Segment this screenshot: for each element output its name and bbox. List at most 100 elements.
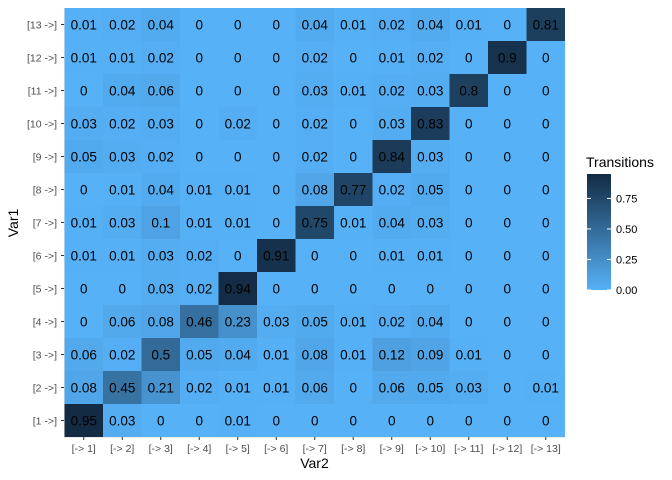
heatmap-cell	[64, 107, 103, 140]
heatmap-cell	[411, 371, 450, 404]
heatmap-cell	[103, 173, 142, 206]
cell-value-label: 0	[272, 414, 280, 429]
cell-value-label: 0	[465, 150, 473, 165]
cell-value-label: 0	[80, 84, 88, 99]
heatmap-cell	[411, 239, 450, 272]
heatmap-cell	[372, 173, 411, 206]
heatmap-cell	[64, 74, 103, 107]
heatmap-cell	[488, 371, 527, 404]
heatmap-cell	[526, 239, 565, 272]
cell-value-label: 0.8	[459, 84, 478, 99]
cell-value-label: 0	[542, 282, 550, 297]
heatmap-cell	[411, 41, 450, 74]
heatmap-cell	[218, 41, 257, 74]
heatmap-cell	[218, 173, 257, 206]
cell-value-label: 0	[542, 150, 550, 165]
cell-value-label: 0	[542, 249, 550, 264]
cell-value-label: 0	[465, 51, 473, 66]
heatmap-cell	[295, 41, 334, 74]
cell-value-label: 0	[234, 18, 242, 33]
cell-value-label: 0	[542, 315, 550, 330]
x-tick-label: [-> 6]	[264, 443, 288, 455]
heatmap-cell	[526, 404, 565, 437]
cell-value-label: 0	[195, 84, 203, 99]
cell-value-label: 0.02	[148, 51, 174, 66]
heatmap-cell	[103, 272, 142, 305]
y-axis-ticks: [1 ->] [2 ->] [3 ->] [4 ->] [5 ->] [6 ->] [7 -…	[27, 20, 64, 428]
cell-value-label: 0.04	[148, 18, 175, 33]
heatmap-cell	[257, 74, 296, 107]
y-tick-label: [12 ->]	[27, 53, 57, 65]
cell-value-label: 0.03	[109, 414, 135, 429]
cell-value-label: 0.84	[379, 150, 406, 165]
heatmap-cell	[141, 338, 180, 371]
heatmap-cell	[295, 305, 334, 338]
x-tick-label: [-> 1]	[72, 443, 96, 455]
cell-value-label: 0.08	[302, 348, 328, 363]
heatmap-cell	[526, 305, 565, 338]
cell-value-label: 0	[195, 150, 203, 165]
heatmap-cell	[218, 305, 257, 338]
cell-value-label: 0.03	[417, 216, 443, 231]
heatmap-cell	[411, 173, 450, 206]
heatmap-cell	[103, 140, 142, 173]
heatmap-cell	[526, 107, 565, 140]
cell-value-label: 0.06	[71, 348, 97, 363]
cell-value-label: 0.01	[109, 249, 135, 264]
cell-value-label: 0.04	[417, 18, 444, 33]
heatmap-cell	[372, 74, 411, 107]
heatmap-cell	[449, 206, 488, 239]
heatmap-cell	[180, 206, 219, 239]
cell-value-label: 0.75	[302, 216, 328, 231]
y-tick-label: [9 ->]	[33, 152, 57, 164]
cell-value-label: 0	[542, 414, 550, 429]
cell-value-label: 0	[272, 84, 280, 99]
y-tick-label: [4 ->]	[33, 317, 57, 329]
cell-value-label: 0.21	[148, 381, 174, 396]
cell-value-label: 0.03	[148, 282, 174, 297]
heatmap-cell	[372, 272, 411, 305]
cell-value-label: 0	[465, 216, 473, 231]
x-tick-label: [-> 12]	[492, 443, 522, 455]
cell-value-label: 0	[349, 150, 357, 165]
heatmap-cell	[180, 173, 219, 206]
cell-value-label: 0.01	[340, 18, 366, 33]
heatmap-cell	[449, 74, 488, 107]
cell-value-label: 0.05	[71, 150, 97, 165]
cell-value-label: 0	[503, 315, 511, 330]
cell-value-label: 0.03	[148, 249, 174, 264]
cell-value-label: 0	[426, 282, 434, 297]
heatmap-cell	[449, 338, 488, 371]
heatmap-cell	[218, 239, 257, 272]
cell-value-label: 0.05	[417, 381, 443, 396]
heatmap-cell	[526, 41, 565, 74]
cell-value-label: 0.03	[417, 150, 443, 165]
cell-value-label: 0	[465, 249, 473, 264]
heatmap-cell	[334, 74, 373, 107]
cell-value-label: 0.02	[109, 348, 135, 363]
heatmap-cell	[141, 305, 180, 338]
y-tick-label: [10 ->]	[27, 119, 57, 131]
heatmap-cell	[526, 8, 565, 41]
heatmap-cell	[295, 239, 334, 272]
cell-value-label: 0.04	[109, 84, 136, 99]
x-tick-label: [-> 3]	[149, 443, 173, 455]
cell-value-label: 0	[349, 381, 357, 396]
cell-value-label: 0.01	[340, 84, 366, 99]
cell-value-label: 0.03	[148, 117, 174, 132]
cell-value-label: 0.01	[71, 51, 97, 66]
cell-value-label: 0	[465, 282, 473, 297]
cell-value-label: 0	[503, 348, 511, 363]
heatmap-cell	[257, 8, 296, 41]
heatmap-cell	[64, 140, 103, 173]
heatmap-cell	[180, 140, 219, 173]
cell-value-label: 0	[272, 150, 280, 165]
cell-value-label: 0	[349, 249, 357, 264]
heatmap-cell	[334, 41, 373, 74]
heatmap-cell	[218, 8, 257, 41]
cell-value-label: 0.01	[263, 381, 289, 396]
heatmap-cell	[218, 107, 257, 140]
cell-value-label: 0	[272, 183, 280, 198]
cell-value-label: 0.01	[340, 216, 366, 231]
heatmap-cell	[488, 8, 527, 41]
